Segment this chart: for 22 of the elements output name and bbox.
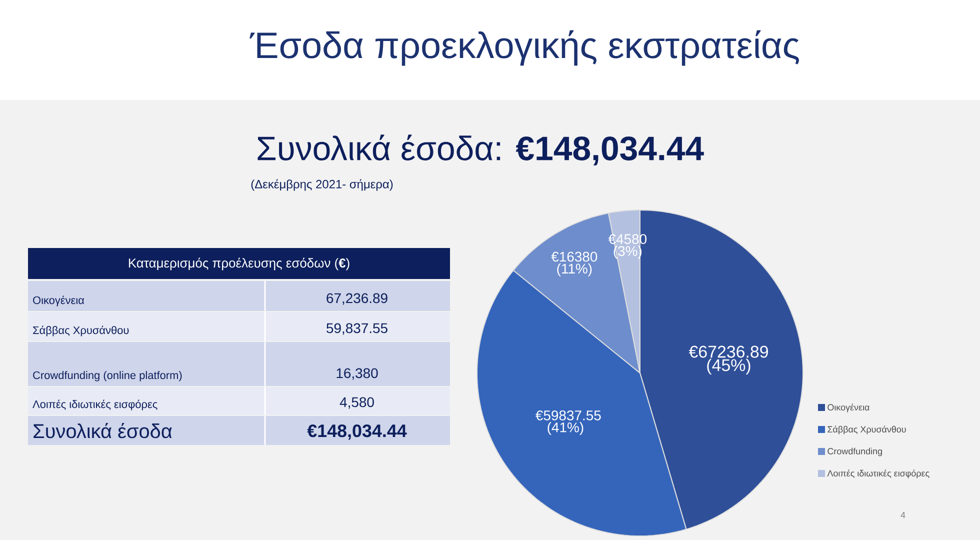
text: 16,380: [336, 368, 378, 380]
chart-subtitle: Συνολικά έσοδα: €148,034.44: [258, 134, 704, 166]
text: Καταμερισμός προέλευσης εσόδων (€): [128, 258, 350, 270]
legend-label: Οικογένεια: [828, 404, 870, 412]
text: Οικογένεια: [33, 296, 84, 306]
text: Σάββας Χρυσάνθου: [33, 326, 129, 336]
text: Συνολικά έσοδα: [34, 422, 172, 438]
text: 4,580: [340, 397, 374, 409]
text: 59,837.55: [326, 323, 388, 335]
text: 67,236.89: [326, 293, 388, 305]
data-label: €67236.89 (45%): [688, 346, 768, 374]
legend-label: Σάββας Χρυσάνθου: [828, 426, 906, 434]
text: €148,034.44: [307, 424, 407, 440]
text: (Δεκέμβρης 2021- σήμερα): [251, 179, 393, 191]
data-label: €16380 (11%): [551, 252, 598, 276]
text: Crowdfunding (online platform): [33, 371, 182, 382]
chart-title: Έσοδα προεκλογικής εκστρατείας: [250, 30, 799, 66]
text: Λοιπές ιδιωτικές εισφόρες: [32, 400, 158, 410]
legend-label: Crowdfunding: [828, 448, 882, 456]
legend-label: Λοιπές ιδιωτικές εισφόρες: [827, 470, 930, 478]
text: 4: [900, 512, 906, 518]
data-label: €59837.55 (41%): [536, 410, 601, 436]
